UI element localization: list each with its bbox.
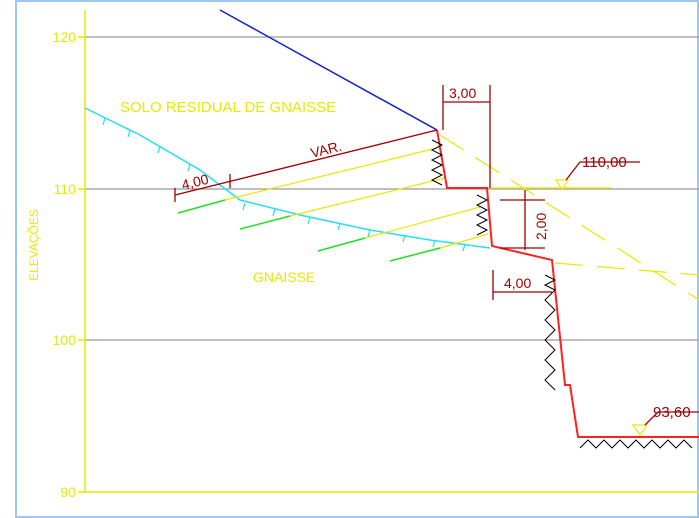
axis-label: ELEVAÇÕES <box>26 209 41 281</box>
rock-ticks <box>102 117 466 252</box>
tick-label: 110 <box>54 181 77 197</box>
tick-label: 100 <box>53 332 77 348</box>
axis <box>78 10 699 493</box>
excavation <box>436 129 699 438</box>
dim-label: 4,00 <box>180 171 211 193</box>
rock-label: GNAISSE <box>253 269 315 285</box>
hatch <box>430 139 693 449</box>
tick-label: 90 <box>60 484 76 500</box>
frame <box>15 0 699 518</box>
dim-label: VAR. <box>309 138 344 161</box>
rock-line <box>84 107 491 249</box>
dimensions <box>174 85 699 426</box>
slope-line <box>219 9 438 131</box>
dim-label: 4,00 <box>504 275 531 291</box>
dim-label: 3,00 <box>449 85 476 101</box>
level-label: 93,60 <box>653 404 691 421</box>
soil-label: SOLO RESIDUAL DE GNAISSE <box>120 99 336 116</box>
nails <box>224 134 699 438</box>
nail-ends <box>177 199 441 262</box>
level-label: 110,00 <box>582 154 627 171</box>
grid <box>85 36 699 341</box>
dim-label: 2,00 <box>533 213 549 240</box>
tick-label: 120 <box>53 29 77 45</box>
